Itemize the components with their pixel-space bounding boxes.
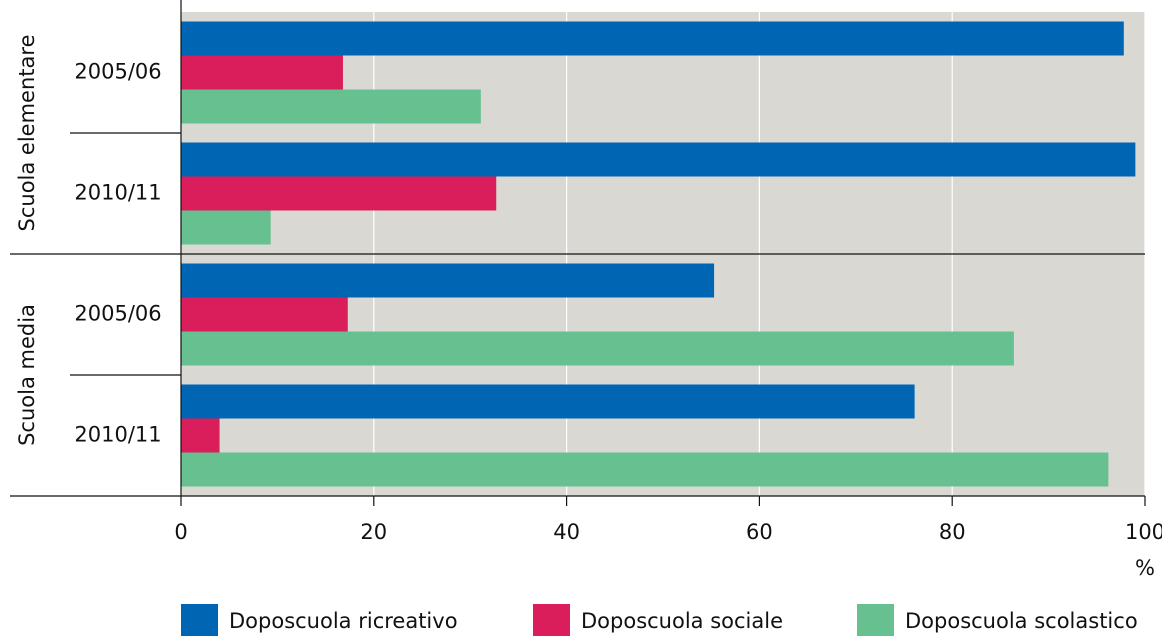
bar: [181, 210, 271, 245]
legend-swatch: [857, 604, 894, 636]
bar: [181, 142, 1136, 177]
legend-label: Doposcuola ricreativo: [229, 609, 458, 633]
category-label: 2010/11: [74, 181, 161, 205]
bar: [181, 176, 497, 211]
bar: [181, 263, 715, 298]
x-tick-label: 20: [360, 520, 387, 544]
legend-swatch: [533, 604, 570, 636]
legend-swatch: [181, 604, 218, 636]
bar: [181, 89, 481, 124]
group-label: Scuola media: [15, 304, 39, 446]
x-tick-label: 100: [1125, 520, 1162, 544]
bar: [181, 452, 1109, 487]
category-label: 2010/11: [74, 423, 161, 447]
bar: [181, 418, 220, 453]
x-axis-label: %: [1135, 556, 1155, 580]
x-tick-label: 80: [939, 520, 966, 544]
group-label: Scuola elementare: [15, 35, 39, 232]
legend-label: Doposcuola sociale: [581, 609, 783, 633]
bar: [181, 21, 1124, 56]
x-tick-label: 60: [746, 520, 773, 544]
x-tick-label: 0: [174, 520, 187, 544]
category-label: 2005/06: [74, 60, 161, 84]
x-tick-label: 40: [553, 520, 580, 544]
bar: [181, 55, 343, 90]
legend-label: Doposcuola scolastico: [905, 609, 1138, 633]
category-label: 2005/06: [74, 302, 161, 326]
bar: [181, 331, 1014, 366]
bar: [181, 384, 915, 419]
bar: [181, 297, 348, 332]
